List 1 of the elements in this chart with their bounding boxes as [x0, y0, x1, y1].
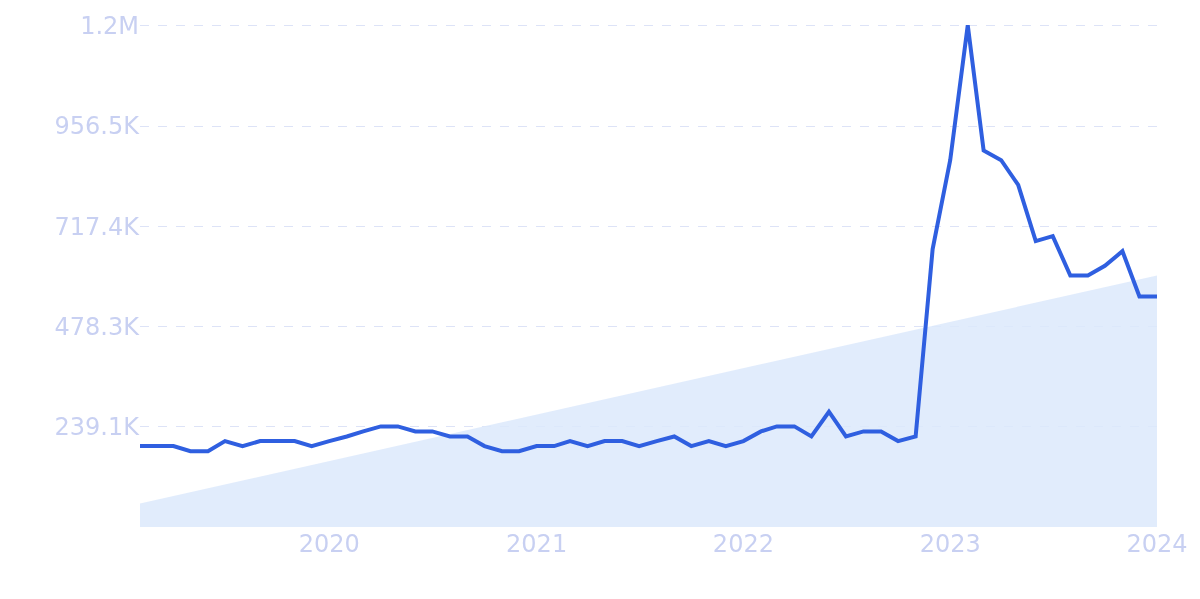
line-series: [140, 24, 1157, 454]
